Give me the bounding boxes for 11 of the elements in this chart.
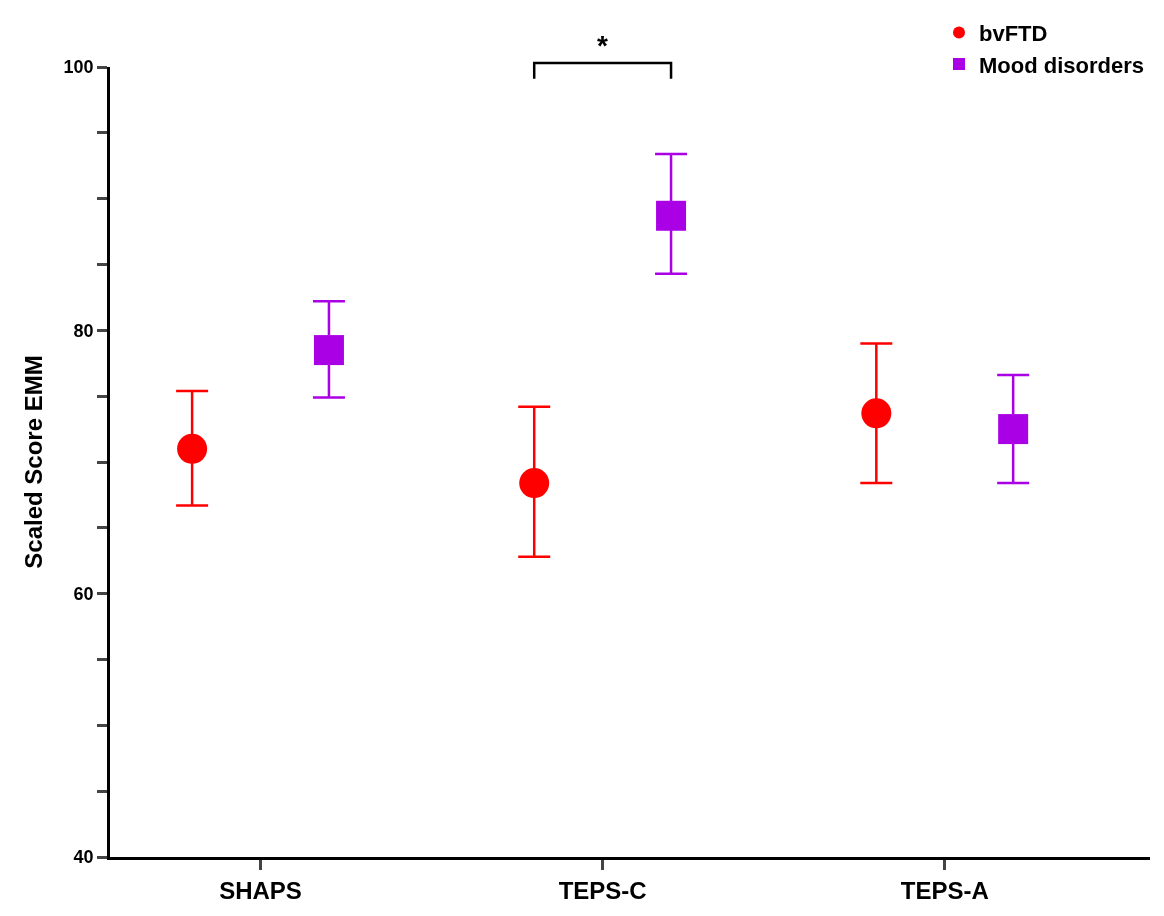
y-tick-label: 60 bbox=[73, 583, 94, 604]
x-tick-label: TEPS-C bbox=[558, 876, 647, 904]
x-tick-label: TEPS-A bbox=[900, 876, 989, 904]
y-tick-label: 80 bbox=[73, 320, 94, 341]
y-tick-label: 40 bbox=[73, 847, 94, 868]
text: * bbox=[597, 30, 608, 61]
legend-label: bvFTD bbox=[979, 21, 1048, 47]
y-axis-title: Scaled Score EMM bbox=[19, 355, 47, 569]
x-tick-label: SHAPS bbox=[219, 876, 302, 904]
y-tick-label: 100 bbox=[63, 57, 94, 78]
legend-label: Mood disorders bbox=[979, 52, 1145, 78]
